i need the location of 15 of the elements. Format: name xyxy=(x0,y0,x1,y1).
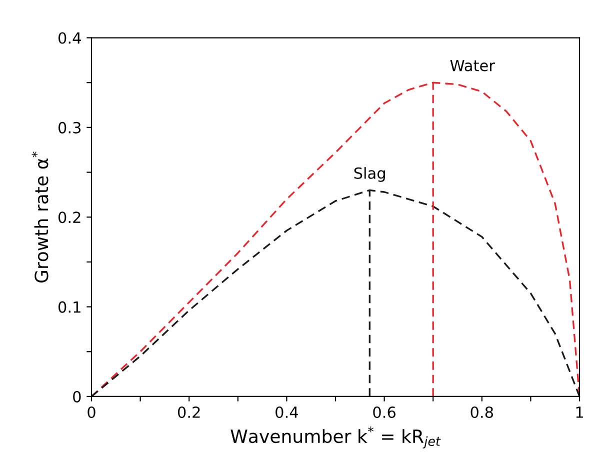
x-tick-label: 0.8 xyxy=(470,406,494,418)
x-tick-label: 0.4 xyxy=(276,406,298,418)
y-tick-label: 0.4 xyxy=(58,32,81,44)
x-tick-label: 0 xyxy=(88,406,96,418)
y-tick-label: 0.3 xyxy=(58,122,81,134)
y-axis-title: Growth rate α$^{*}$ xyxy=(32,152,48,283)
series-label: Slag xyxy=(354,167,385,182)
series-label: Water xyxy=(450,60,495,72)
x-tick-label: 0.6 xyxy=(373,406,396,418)
x-tick-label: 0.2 xyxy=(178,406,200,418)
y-tick-label: 0.1 xyxy=(58,301,80,313)
y-tick-label: 0 xyxy=(73,390,81,402)
x-axis-title: Wavenumber k$^{*}$ = kR$_{jet}$ xyxy=(230,426,441,448)
y-tick-label: 0.2 xyxy=(58,212,80,224)
x-tick-label: 1 xyxy=(576,406,583,418)
